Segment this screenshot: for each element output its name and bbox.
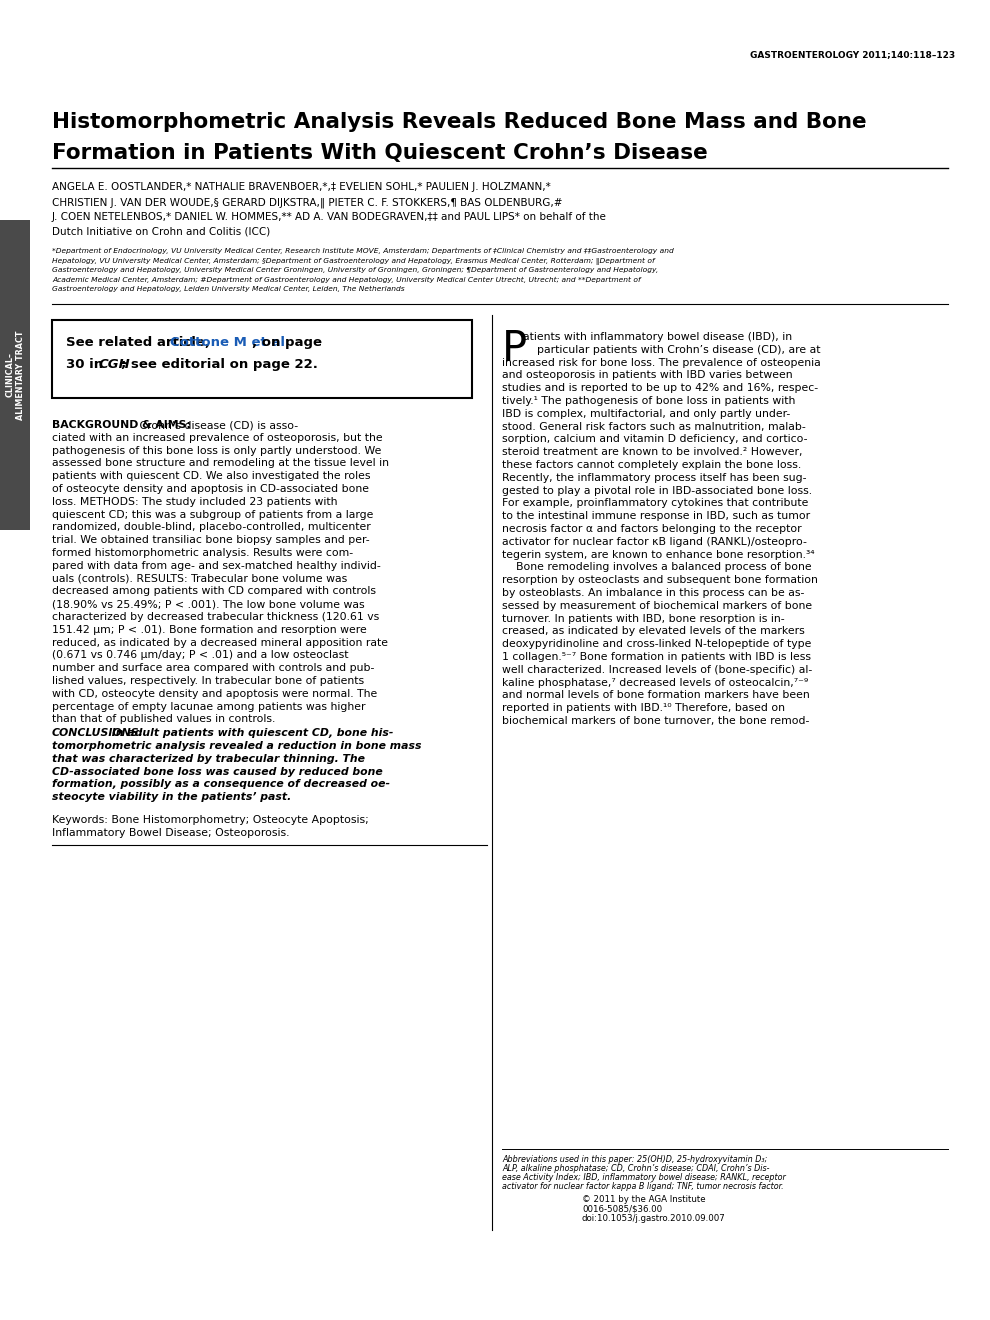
Text: sorption, calcium and vitamin D deficiency, and cortico-: sorption, calcium and vitamin D deficien… — [502, 434, 808, 445]
Text: formation, possibly as a consequence of decreased oe-: formation, possibly as a consequence of … — [52, 779, 390, 789]
Text: Abbreviations used in this paper: 25(OH)D, 25-hydroxyvitamin D₃;: Abbreviations used in this paper: 25(OH)… — [502, 1155, 767, 1164]
Text: gested to play a pivotal role in IBD-associated bone loss.: gested to play a pivotal role in IBD-ass… — [502, 486, 812, 495]
Text: loss. METHODS: The study included 23 patients with: loss. METHODS: The study included 23 pat… — [52, 496, 338, 507]
Text: steroid treatment are known to be involved.² However,: steroid treatment are known to be involv… — [502, 447, 803, 457]
Text: CLINICAL–
ALIMENTARY TRACT: CLINICAL– ALIMENTARY TRACT — [5, 330, 25, 420]
Text: trial. We obtained transiliac bone biopsy samples and per-: trial. We obtained transiliac bone biops… — [52, 535, 369, 545]
Text: GASTROENTEROLOGY 2011;140:118–123: GASTROENTEROLOGY 2011;140:118–123 — [749, 50, 955, 59]
Text: Gastroenterology and Hepatology, Leiden University Medical Center, Leiden, The N: Gastroenterology and Hepatology, Leiden … — [52, 286, 405, 292]
Text: doi:10.1053/j.gastro.2010.09.007: doi:10.1053/j.gastro.2010.09.007 — [582, 1214, 726, 1224]
Text: ALP, alkaline phosphatase; CD, Crohn’s disease; CDAI, Crohn’s Dis-: ALP, alkaline phosphatase; CD, Crohn’s d… — [502, 1164, 769, 1173]
Text: CHRISTIEN J. VAN DER WOUDE,§ GERARD DIJKSTRA,‖ PIETER C. F. STOKKERS,¶ BAS OLDEN: CHRISTIEN J. VAN DER WOUDE,§ GERARD DIJK… — [52, 197, 562, 207]
Text: Formation in Patients With Quiescent Crohn’s Disease: Formation in Patients With Quiescent Cro… — [52, 143, 708, 162]
Text: IBD is complex, multifactorial, and only partly under-: IBD is complex, multifactorial, and only… — [502, 409, 790, 418]
Text: activator for nuclear factor κB ligand (RANKL)/osteopro-: activator for nuclear factor κB ligand (… — [502, 537, 807, 546]
Text: CONCLUSIONS:: CONCLUSIONS: — [52, 729, 144, 738]
Text: ; see editorial on page 22.: ; see editorial on page 22. — [121, 358, 318, 371]
Text: tomorphometric analysis revealed a reduction in bone mass: tomorphometric analysis revealed a reduc… — [52, 741, 422, 751]
Text: Cottone M et al: Cottone M et al — [170, 337, 285, 348]
Text: Gastroenterology and Hepatology, University Medical Center Groningen, University: Gastroenterology and Hepatology, Univers… — [52, 267, 658, 273]
Text: tively.¹ The pathogenesis of bone loss in patients with: tively.¹ The pathogenesis of bone loss i… — [502, 396, 795, 407]
Text: and osteoporosis in patients with IBD varies between: and osteoporosis in patients with IBD va… — [502, 371, 793, 380]
Text: lished values, respectively. In trabecular bone of patients: lished values, respectively. In trabecul… — [52, 676, 364, 686]
Text: of osteocyte density and apoptosis in CD-associated bone: of osteocyte density and apoptosis in CD… — [52, 484, 369, 494]
Text: assessed bone structure and remodeling at the tissue level in: assessed bone structure and remodeling a… — [52, 458, 389, 469]
Text: © 2011 by the AGA Institute: © 2011 by the AGA Institute — [582, 1195, 706, 1204]
Text: Recently, the inflammatory process itself has been sug-: Recently, the inflammatory process itsel… — [502, 473, 807, 483]
Text: Keywords: Bone Histomorphometry; Osteocyte Apoptosis;: Keywords: Bone Histomorphometry; Osteocy… — [52, 814, 368, 825]
Text: ease Activity Index; IBD, inflammatory bowel disease; RANKL, receptor: ease Activity Index; IBD, inflammatory b… — [502, 1173, 786, 1181]
Text: reported in patients with IBD.¹⁰ Therefore, based on: reported in patients with IBD.¹⁰ Therefo… — [502, 704, 785, 713]
Text: that was characterized by trabecular thinning. The: that was characterized by trabecular thi… — [52, 754, 365, 764]
Text: and normal levels of bone formation markers have been: and normal levels of bone formation mark… — [502, 690, 810, 701]
Bar — [0, 220, 30, 531]
Text: BACKGROUND & AIMS:: BACKGROUND & AIMS: — [52, 420, 191, 430]
FancyBboxPatch shape — [52, 319, 472, 399]
Text: , on page: , on page — [252, 337, 322, 348]
Text: *Department of Endocrinology, VU University Medical Center, Research Institute M: *Department of Endocrinology, VU Univers… — [52, 248, 674, 255]
Text: randomized, double-blind, placebo-controlled, multicenter: randomized, double-blind, placebo-contro… — [52, 523, 370, 532]
Text: biochemical markers of bone turnover, the bone remod-: biochemical markers of bone turnover, th… — [502, 715, 810, 726]
Text: Academic Medical Center, Amsterdam; #Department of Gastroenterology and Hepatolo: Academic Medical Center, Amsterdam; #Dep… — [52, 276, 641, 282]
Text: characterized by decreased trabecular thickness (120.61 vs: characterized by decreased trabecular th… — [52, 612, 379, 622]
Text: ciated with an increased prevalence of osteoporosis, but the: ciated with an increased prevalence of o… — [52, 433, 382, 442]
Text: 30 in: 30 in — [66, 358, 108, 371]
Text: steocyte viability in the patients’ past.: steocyte viability in the patients’ past… — [52, 792, 291, 803]
Text: reduced, as indicated by a decreased mineral apposition rate: reduced, as indicated by a decreased min… — [52, 638, 388, 648]
Text: deoxypyridinoline and cross-linked N-telopeptide of type: deoxypyridinoline and cross-linked N-tel… — [502, 639, 812, 649]
Text: J. COEN NETELENBOS,* DANIEL W. HOMMES,** AD A. VAN BODEGRAVEN,‡‡ and PAUL LIPS* : J. COEN NETELENBOS,* DANIEL W. HOMMES,**… — [52, 213, 607, 222]
Text: formed histomorphometric analysis. Results were com-: formed histomorphometric analysis. Resul… — [52, 548, 353, 558]
Text: CGH: CGH — [99, 358, 131, 371]
Text: atients with inflammatory bowel disease (IBD), in: atients with inflammatory bowel disease … — [523, 333, 792, 342]
Text: Histomorphometric Analysis Reveals Reduced Bone Mass and Bone: Histomorphometric Analysis Reveals Reduc… — [52, 112, 866, 132]
Text: Dutch Initiative on Crohn and Colitis (ICC): Dutch Initiative on Crohn and Colitis (I… — [52, 227, 270, 238]
Text: these factors cannot completely explain the bone loss.: these factors cannot completely explain … — [502, 459, 801, 470]
Text: percentage of empty lacunae among patients was higher: percentage of empty lacunae among patien… — [52, 702, 365, 711]
Text: 0016-5085/$36.00: 0016-5085/$36.00 — [582, 1204, 662, 1213]
Text: Inflammatory Bowel Disease; Osteoporosis.: Inflammatory Bowel Disease; Osteoporosis… — [52, 828, 289, 838]
Text: 151.42 μm; P < .01). Bone formation and resorption were: 151.42 μm; P < .01). Bone formation and … — [52, 624, 366, 635]
Text: pathogenesis of this bone loss is only partly understood. We: pathogenesis of this bone loss is only p… — [52, 446, 381, 455]
Text: increased risk for bone loss. The prevalence of osteopenia: increased risk for bone loss. The preval… — [502, 358, 821, 367]
Text: necrosis factor α and factors belonging to the receptor: necrosis factor α and factors belonging … — [502, 524, 802, 535]
Text: stood. General risk factors such as malnutrition, malab-: stood. General risk factors such as maln… — [502, 421, 806, 432]
Text: Bone remodeling involves a balanced process of bone: Bone remodeling involves a balanced proc… — [502, 562, 812, 573]
Text: by osteoblasts. An imbalance in this process can be as-: by osteoblasts. An imbalance in this pro… — [502, 587, 804, 598]
Text: 1 collagen.⁵⁻⁷ Bone formation in patients with IBD is less: 1 collagen.⁵⁻⁷ Bone formation in patient… — [502, 652, 811, 663]
Text: Hepatology, VU University Medical Center, Amsterdam; §Department of Gastroentero: Hepatology, VU University Medical Center… — [52, 257, 654, 264]
Text: P: P — [502, 327, 527, 370]
Text: number and surface area compared with controls and pub-: number and surface area compared with co… — [52, 663, 374, 673]
Text: than that of published values in controls.: than that of published values in control… — [52, 714, 275, 725]
Text: sessed by measurement of biochemical markers of bone: sessed by measurement of biochemical mar… — [502, 601, 812, 611]
Text: For example, proinflammatory cytokines that contribute: For example, proinflammatory cytokines t… — [502, 499, 809, 508]
Text: creased, as indicated by elevated levels of the markers: creased, as indicated by elevated levels… — [502, 627, 805, 636]
Text: CD-associated bone loss was caused by reduced bone: CD-associated bone loss was caused by re… — [52, 767, 383, 776]
Text: resorption by osteoclasts and subsequent bone formation: resorption by osteoclasts and subsequent… — [502, 576, 818, 585]
Text: (0.671 vs 0.746 μm/day; P < .01) and a low osteoclast: (0.671 vs 0.746 μm/day; P < .01) and a l… — [52, 651, 348, 660]
Text: Crohn’s disease (CD) is asso-: Crohn’s disease (CD) is asso- — [137, 420, 298, 430]
Text: patients with quiescent CD. We also investigated the roles: patients with quiescent CD. We also inve… — [52, 471, 370, 482]
Text: tegerin system, are known to enhance bone resorption.³⁴: tegerin system, are known to enhance bon… — [502, 549, 815, 560]
Text: kaline phosphatase,⁷ decreased levels of osteocalcin,⁷⁻⁹: kaline phosphatase,⁷ decreased levels of… — [502, 677, 808, 688]
Text: turnover. In patients with IBD, bone resorption is in-: turnover. In patients with IBD, bone res… — [502, 614, 785, 623]
Text: (18.90% vs 25.49%; P < .001). The low bone volume was: (18.90% vs 25.49%; P < .001). The low bo… — [52, 599, 364, 610]
Text: See related article,: See related article, — [66, 337, 215, 348]
Text: well characterized. Increased levels of (bone-specific) al-: well characterized. Increased levels of … — [502, 665, 812, 675]
Text: In adult patients with quiescent CD, bone his-: In adult patients with quiescent CD, bon… — [108, 729, 394, 738]
Text: ANGELA E. OOSTLANDER,* NATHALIE BRAVENBOER,*,‡ EVELIEN SOHL,* PAULIEN J. HOLZMAN: ANGELA E. OOSTLANDER,* NATHALIE BRAVENBO… — [52, 182, 550, 191]
Text: with CD, osteocyte density and apoptosis were normal. The: with CD, osteocyte density and apoptosis… — [52, 689, 377, 698]
Text: to the intestinal immune response in IBD, such as tumor: to the intestinal immune response in IBD… — [502, 511, 810, 521]
Text: studies and is reported to be up to 42% and 16%, respec-: studies and is reported to be up to 42% … — [502, 383, 818, 393]
Text: decreased among patients with CD compared with controls: decreased among patients with CD compare… — [52, 586, 376, 597]
Text: activator for nuclear factor kappa B ligand; TNF, tumor necrosis factor.: activator for nuclear factor kappa B lig… — [502, 1181, 784, 1191]
Text: quiescent CD; this was a subgroup of patients from a large: quiescent CD; this was a subgroup of pat… — [52, 510, 373, 520]
Text: uals (controls). RESULTS: Trabecular bone volume was: uals (controls). RESULTS: Trabecular bon… — [52, 574, 347, 583]
Text: pared with data from age- and sex-matched healthy individ-: pared with data from age- and sex-matche… — [52, 561, 381, 570]
Text: particular patients with Crohn’s disease (CD), are at: particular patients with Crohn’s disease… — [523, 345, 821, 355]
